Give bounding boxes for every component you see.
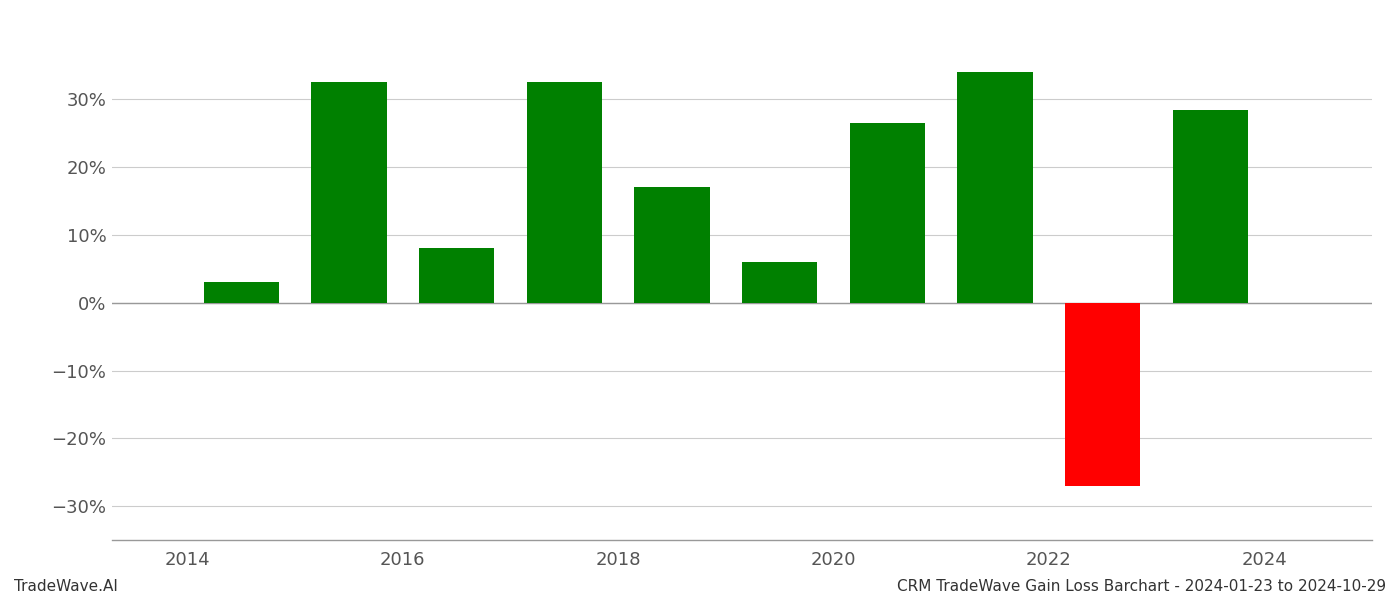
Bar xyxy=(958,72,1033,303)
Bar xyxy=(526,82,602,303)
Bar xyxy=(419,248,494,303)
Bar xyxy=(203,283,279,303)
Bar xyxy=(742,262,818,303)
Text: CRM TradeWave Gain Loss Barchart - 2024-01-23 to 2024-10-29: CRM TradeWave Gain Loss Barchart - 2024-… xyxy=(897,579,1386,594)
Bar xyxy=(634,187,710,303)
Bar xyxy=(311,82,386,303)
Bar xyxy=(1065,303,1141,486)
Bar xyxy=(850,123,925,303)
Bar xyxy=(1173,110,1249,303)
Text: TradeWave.AI: TradeWave.AI xyxy=(14,579,118,594)
